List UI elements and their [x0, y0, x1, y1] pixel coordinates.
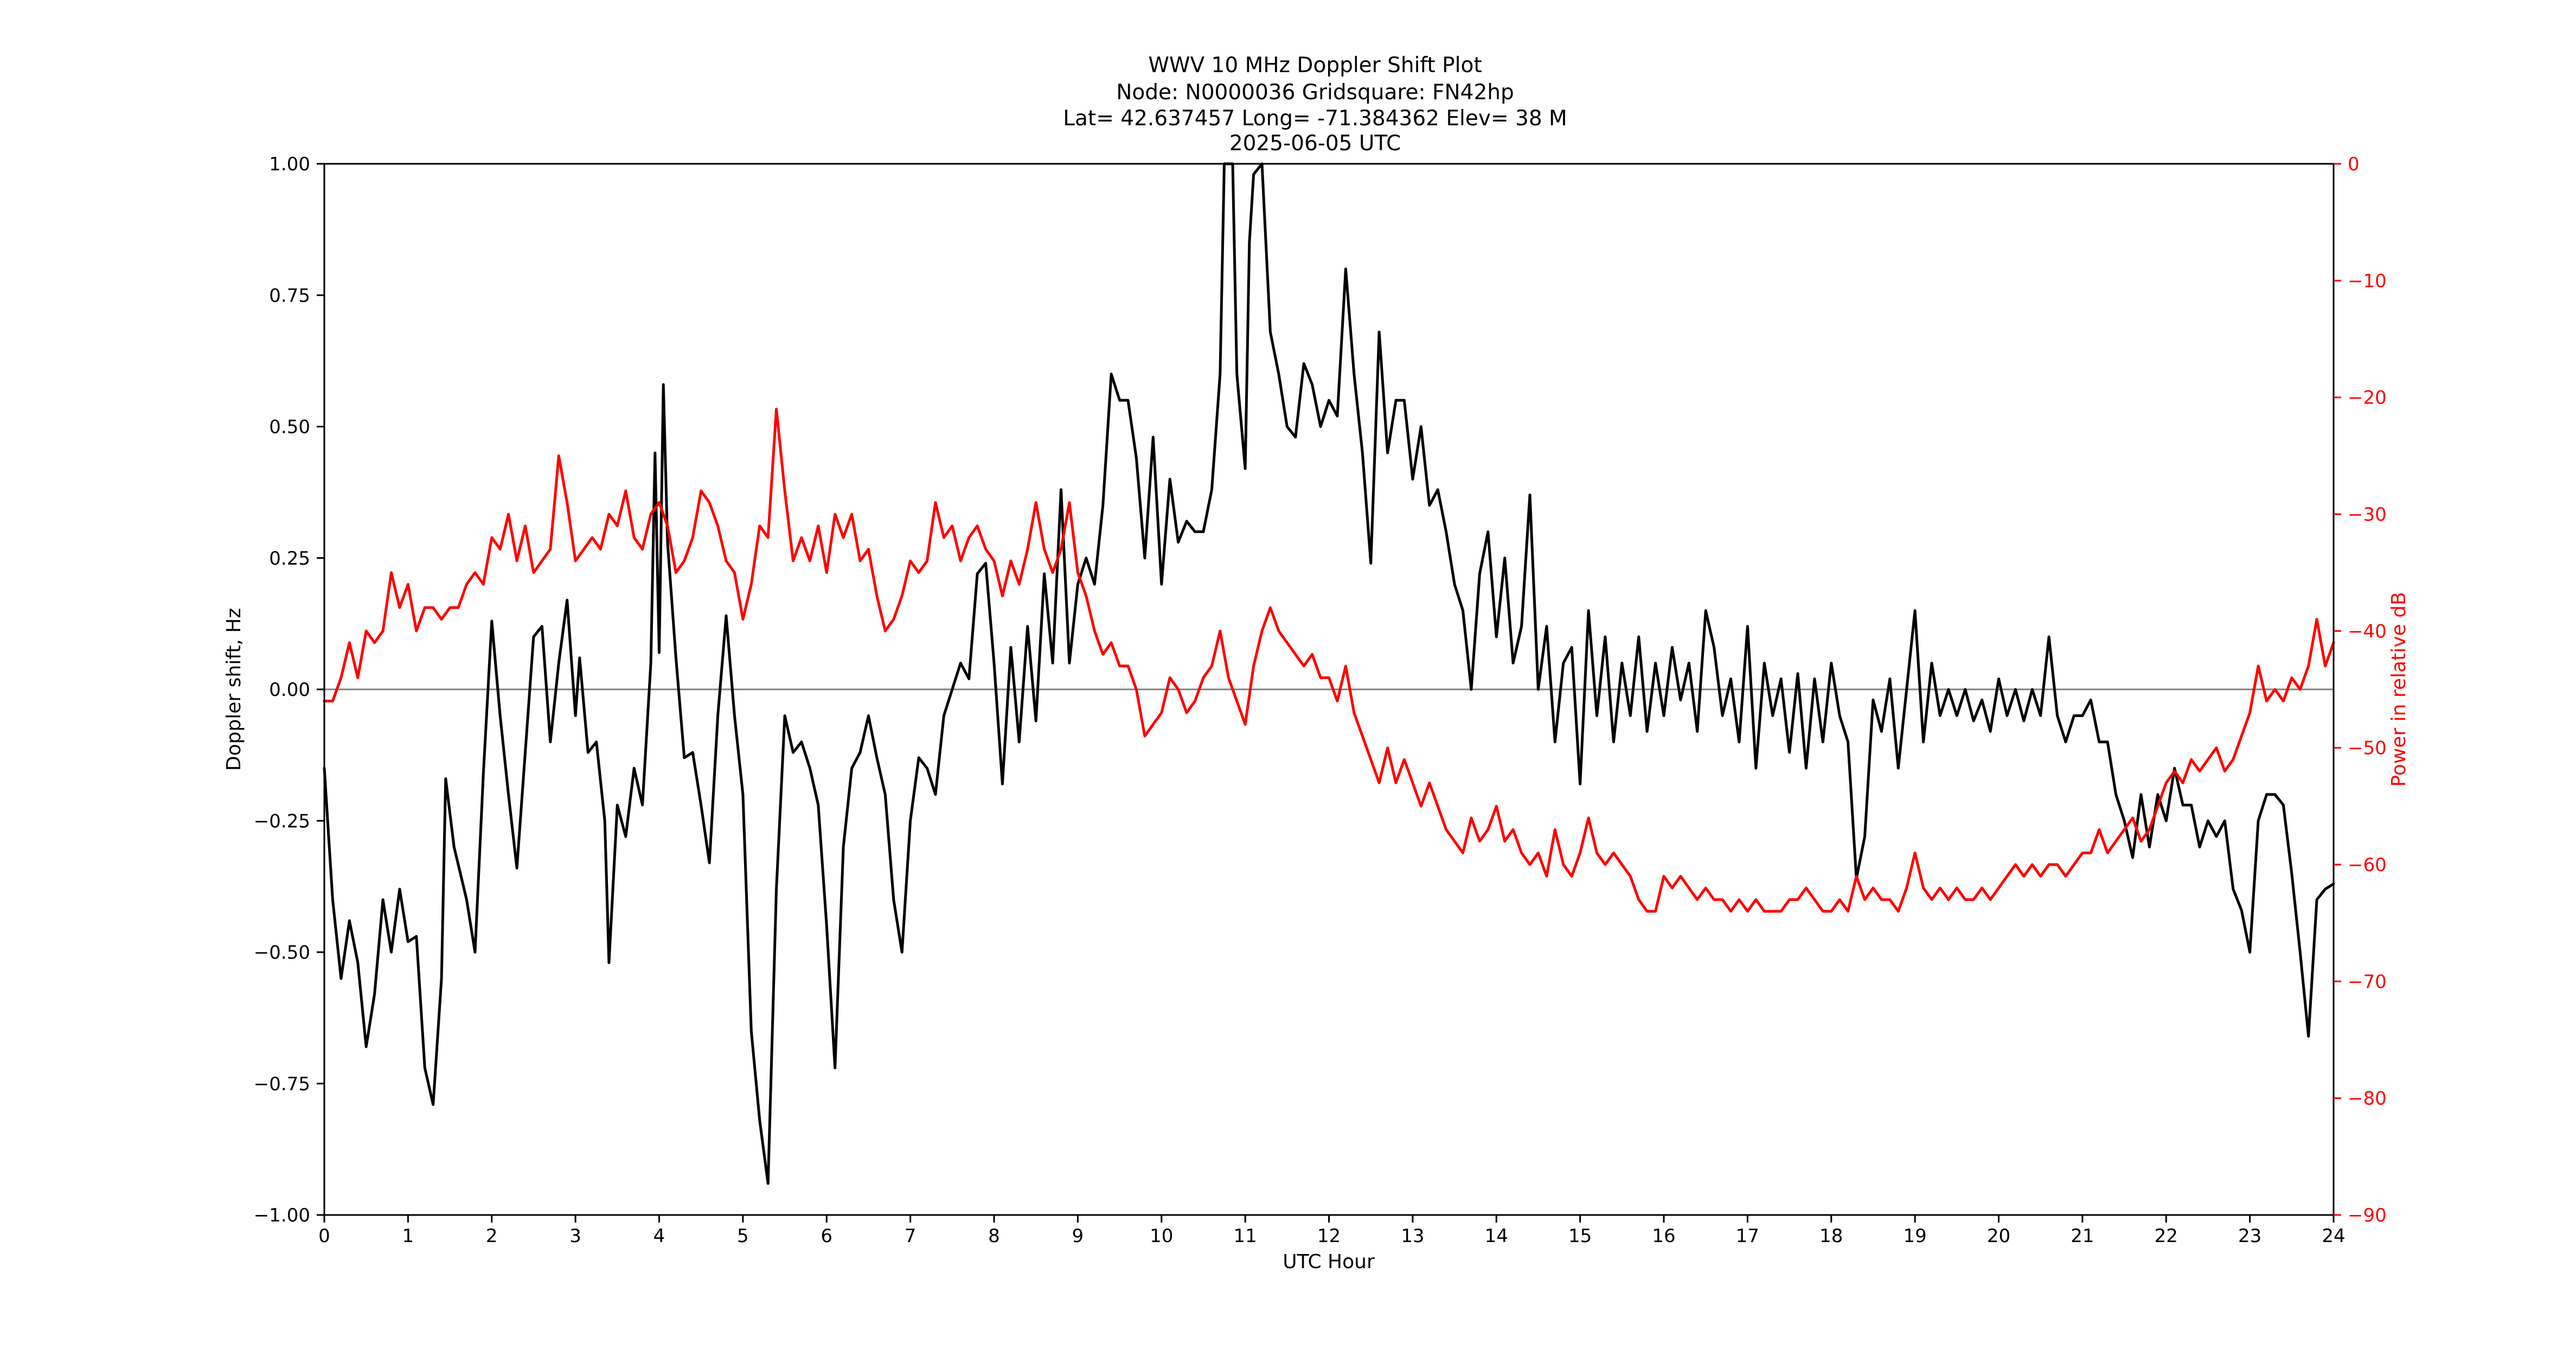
y-tick-label: 0.50 — [269, 417, 310, 438]
chart-subtitle-node: Node: N0000036 Gridsquare: FN42hp — [1116, 80, 1514, 105]
x-tick-label: 12 — [1317, 1225, 1341, 1247]
x-tick-label: 9 — [1072, 1225, 1084, 1247]
y-tick-label: −0.75 — [254, 1073, 310, 1095]
y2-tick-label: −30 — [2348, 504, 2387, 526]
x-tick-label: 0 — [318, 1225, 330, 1247]
doppler-series-line — [323, 162, 2335, 1185]
power-series-line — [323, 407, 2335, 913]
y2-tick-label: −50 — [2348, 738, 2387, 759]
x-tick-label: 16 — [1652, 1225, 1675, 1247]
y-tick-label: 0.00 — [269, 679, 310, 701]
x-tick-label: 6 — [821, 1225, 832, 1247]
x-tick-label: 8 — [988, 1225, 1000, 1247]
y-axis-label: Doppler shift, Hz — [223, 608, 245, 771]
y2-tick-label: −80 — [2348, 1088, 2387, 1110]
x-tick-label: 4 — [653, 1225, 665, 1247]
y-tick-label: 0.25 — [269, 548, 310, 570]
x-tick-label: 5 — [737, 1225, 749, 1247]
y-tick-label: 0.75 — [269, 285, 310, 306]
x-tick-label: 7 — [905, 1225, 917, 1247]
x-tick-label: 13 — [1401, 1225, 1424, 1247]
x-axis-label: UTC Hour — [1283, 1251, 1375, 1273]
x-tick-label: 20 — [1987, 1225, 2010, 1247]
y-tick-label: −0.25 — [254, 810, 310, 832]
x-tick-label: 17 — [1736, 1225, 1759, 1247]
x-tick-label: 1 — [402, 1225, 414, 1247]
y2-tick-label: −90 — [2348, 1205, 2387, 1226]
y2-tick-label: −60 — [2348, 854, 2387, 876]
x-tick-label: 2 — [486, 1225, 498, 1247]
x-tick-label: 14 — [1485, 1225, 1508, 1247]
chart-subtitle-date: 2025-06-05 UTC — [1229, 131, 1401, 156]
y2-tick-label: 0 — [2348, 153, 2360, 175]
x-tick-label: 15 — [1568, 1225, 1592, 1247]
x-tick-label: 11 — [1233, 1225, 1257, 1247]
x-tick-label: 22 — [2155, 1225, 2178, 1247]
y-tick-label: 1.00 — [269, 153, 310, 175]
y2-tick-label: −20 — [2348, 387, 2387, 409]
y-tick-label: −1.00 — [254, 1205, 310, 1226]
chart-subtitle-location: Lat= 42.637457 Long= -71.384362 Elev= 38… — [1063, 106, 1567, 131]
x-tick-label: 21 — [2071, 1225, 2094, 1247]
y2-tick-label: −10 — [2348, 270, 2387, 292]
chart-title: WWV 10 MHz Doppler Shift Plot — [1148, 53, 1482, 78]
x-tick-label: 24 — [2322, 1225, 2345, 1247]
x-tick-label: 19 — [1903, 1225, 1926, 1247]
x-tick-label: 18 — [1819, 1225, 1843, 1247]
y2-tick-label: −40 — [2348, 621, 2387, 642]
y2-tick-label: −70 — [2348, 971, 2387, 993]
y-tick-label: −0.50 — [254, 942, 310, 964]
x-tick-label: 10 — [1150, 1225, 1173, 1247]
y2-axis-label: Power in relative dB — [2388, 592, 2410, 786]
x-tick-label: 3 — [569, 1225, 581, 1247]
x-tick-label: 23 — [2238, 1225, 2261, 1247]
